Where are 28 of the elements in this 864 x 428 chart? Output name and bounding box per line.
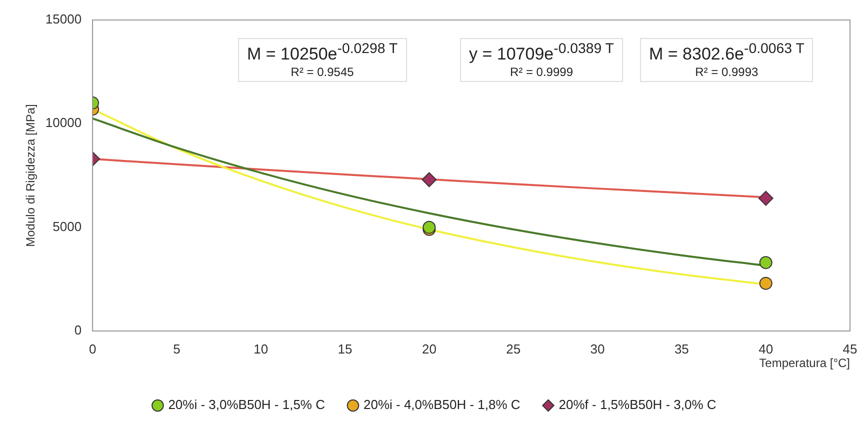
x-tick-label: 0 bbox=[88, 341, 96, 356]
x-tick-label: 45 bbox=[842, 341, 858, 356]
x-tick-label: 40 bbox=[758, 341, 774, 356]
y-tick-label: 15000 bbox=[45, 12, 82, 27]
x-axis-title: Temperatura [°C] bbox=[759, 356, 850, 370]
x-tick-label: 15 bbox=[338, 341, 352, 356]
annotation: R² = 0.9993 bbox=[694, 64, 760, 79]
annotation: R² = 0.9999 bbox=[508, 64, 574, 79]
legend-label: 20%i - 3,0%B50H - 1,5% C bbox=[168, 397, 325, 412]
legend-label: 20%i - 4,0%B50H - 1,8% C bbox=[363, 397, 520, 412]
point bbox=[759, 256, 772, 270]
x-tick-label: 25 bbox=[506, 341, 521, 356]
x-tick-label: 10 bbox=[254, 341, 268, 356]
x-tick-label: 5 bbox=[173, 341, 180, 356]
annotation: y = 10709e$^{-0.0389 T}$ bbox=[469, 41, 614, 65]
annotation: M = 10250e$^{-0.0298 T}$ bbox=[247, 41, 398, 65]
x-tick-label: 35 bbox=[674, 341, 689, 356]
annotation: M = 8302.6e$^{-0.0063 T}$ bbox=[649, 41, 804, 65]
x-tick-label: 30 bbox=[590, 341, 605, 356]
y-tick-label: 10000 bbox=[45, 115, 82, 130]
y-tick-label: 5000 bbox=[52, 218, 82, 234]
x-tick-label: 20 bbox=[422, 341, 436, 356]
point bbox=[759, 276, 772, 290]
y-axis-title: Modulo di Rigidezza [MPa] bbox=[24, 104, 38, 247]
legend-label: 20%f - 1,5%B50H - 3,0% C bbox=[558, 397, 716, 412]
annotation: R² = 0.9545 bbox=[290, 64, 355, 79]
y-tick-label: 0 bbox=[74, 322, 82, 338]
point bbox=[758, 190, 774, 206]
